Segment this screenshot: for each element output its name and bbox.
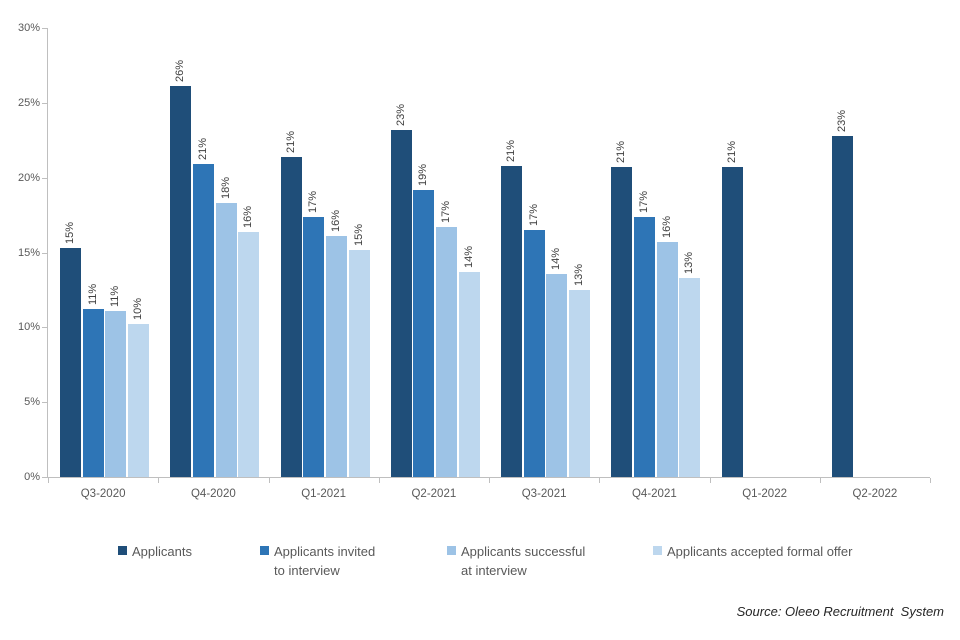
bar-value-label: 14%	[462, 245, 475, 268]
legend-swatch-icon	[260, 546, 269, 555]
bar-value-label: 21%	[725, 141, 738, 164]
bar-value-label: 13%	[573, 263, 586, 286]
legend-item: Applicants	[118, 542, 192, 561]
legend-item: Applicants invited to interview	[260, 542, 375, 580]
bar-value-label: 23%	[394, 103, 407, 126]
bar	[60, 248, 81, 477]
bar	[721, 167, 743, 477]
bar-value-label: 14%	[550, 247, 563, 270]
x-tick	[48, 478, 49, 483]
bar-value-label: 26%	[174, 60, 187, 83]
bar-value-label: 21%	[284, 130, 297, 153]
bar	[458, 272, 480, 477]
bar	[831, 135, 853, 477]
bar-value-label: 21%	[615, 141, 628, 164]
bar-value-label: 21%	[196, 138, 209, 161]
x-tick	[379, 478, 380, 483]
y-tick-label: 5%	[24, 396, 40, 408]
bar-value-label: 10%	[132, 298, 145, 321]
y-tick-label: 30%	[17, 22, 40, 34]
bar	[634, 216, 655, 477]
category-label: Q3-2021	[521, 488, 567, 500]
category-label: Q4-2020	[190, 488, 236, 500]
legend-swatch-icon	[447, 546, 456, 555]
source-note: Source: Oleeo Recruitment System	[736, 604, 944, 619]
bar	[501, 165, 522, 477]
bar	[390, 129, 412, 477]
bar	[569, 289, 591, 477]
bar	[170, 86, 192, 477]
bar	[611, 167, 633, 477]
bar-value-label: 13%	[683, 251, 696, 274]
category-label: Q3-2020	[80, 488, 126, 500]
x-tick	[489, 478, 490, 483]
bar-value-label: 23%	[835, 109, 848, 132]
bar	[656, 242, 678, 477]
category-label: Q1-2022	[742, 488, 787, 500]
category-label: Q1-2021	[301, 488, 346, 500]
y-tick-label: 10%	[17, 321, 40, 333]
category-label: Q2-2021	[411, 488, 457, 500]
y-tick	[42, 28, 48, 29]
bar	[280, 156, 302, 477]
legend-label: Applicants invited to interview	[274, 544, 376, 578]
y-tick	[42, 178, 48, 179]
y-tick	[42, 253, 48, 254]
bar	[303, 216, 325, 477]
bar-value-label: 11%	[109, 285, 122, 307]
bar	[546, 273, 568, 477]
y-tick	[42, 402, 48, 403]
x-axis-line	[48, 477, 930, 478]
bar	[215, 203, 237, 477]
legend-swatch-icon	[118, 546, 127, 555]
y-tick-label: 0%	[24, 471, 40, 483]
x-tick	[820, 478, 821, 483]
bar-value-label: 15%	[352, 223, 365, 246]
bar-value-label: 21%	[505, 139, 517, 162]
bar-value-label: 17%	[307, 190, 320, 213]
y-tick-label: 25%	[17, 97, 40, 109]
bar-value-label: 16%	[242, 205, 255, 228]
bar-value-label: 16%	[329, 209, 342, 232]
y-tick-label: 20%	[17, 172, 40, 184]
bar	[325, 236, 347, 477]
y-tick	[42, 327, 48, 328]
bar-value-label: 17%	[638, 190, 650, 213]
bar-value-label: 17%	[527, 204, 540, 227]
bar-value-label: 11%	[86, 284, 99, 306]
bar-value-label: 16%	[660, 215, 673, 238]
legend-item: Applicants accepted formal offer	[653, 542, 852, 561]
bar-value-label: 18%	[219, 177, 232, 200]
bar-value-label: 15%	[64, 221, 76, 244]
bar	[238, 231, 260, 477]
bar	[436, 227, 458, 477]
x-tick	[710, 478, 711, 483]
bar-value-label: 19%	[417, 163, 430, 186]
category-label: Q4-2021	[631, 488, 677, 500]
bar	[128, 324, 150, 477]
x-tick	[599, 478, 600, 483]
bar	[82, 309, 104, 477]
legend-item: Applicants successful at interview	[447, 542, 585, 580]
bar-value-label: 17%	[440, 201, 453, 224]
bar	[413, 189, 435, 477]
legend-label: Applicants	[132, 544, 192, 559]
x-tick	[158, 478, 159, 483]
y-tick	[42, 477, 48, 478]
legend-label: Applicants successful at interview	[461, 544, 586, 578]
category-label: Q2-2022	[852, 488, 898, 500]
y-tick-label: 15%	[17, 247, 40, 259]
x-tick	[269, 478, 270, 483]
bar	[679, 277, 701, 477]
bar	[523, 230, 545, 477]
bar	[105, 310, 127, 477]
bar	[192, 164, 214, 477]
bar	[348, 249, 370, 477]
legend-swatch-icon	[653, 546, 662, 555]
x-tick	[930, 478, 931, 483]
y-tick	[42, 103, 48, 104]
legend-label: Applicants accepted formal offer	[667, 544, 853, 559]
